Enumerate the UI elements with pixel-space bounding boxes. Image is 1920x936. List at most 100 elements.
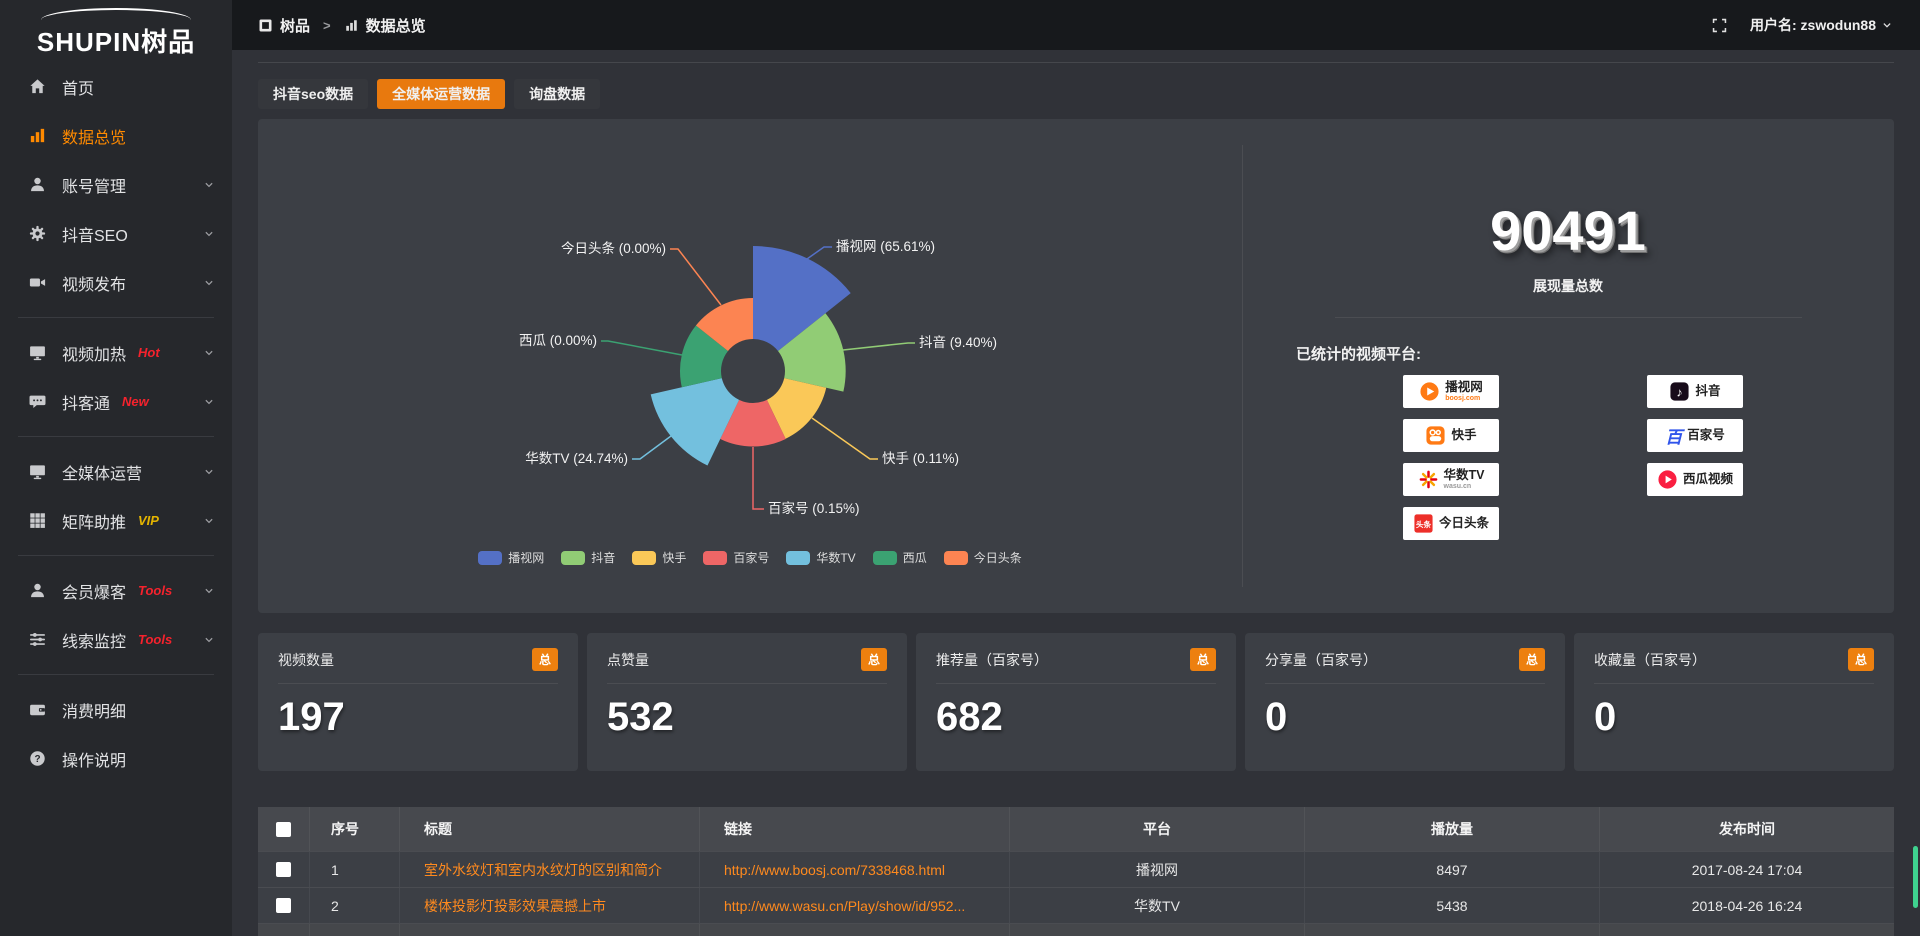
cell-title[interactable]: 楼体投影灯投影效果震撼上市 xyxy=(400,888,700,923)
pie-label-百家号: 百家号 (0.15%) xyxy=(768,500,860,516)
sidebar-item-数据总览[interactable]: 数据总览 xyxy=(0,111,232,160)
platform-share-pie-chart[interactable]: 播视网 (65.61%) 抖音 (9.40%) 快手 (0.11%) 百家号 (0.1… xyxy=(258,119,1242,613)
topbar-right: 用户名: zswodun88 xyxy=(1711,15,1894,35)
app-square-icon xyxy=(259,19,272,31)
sidebar-item-视频加热[interactable]: 视频加热 Hot xyxy=(0,328,232,377)
sidebar-item-消费明细[interactable]: 消费明细 xyxy=(0,685,232,734)
cell-link[interactable]: http://www.boosj.com/7338468.html xyxy=(700,852,1010,887)
total-badge[interactable]: 总 xyxy=(1847,648,1874,671)
table-row: 2 楼体投影灯投影效果震撼上市 http://www.wasu.cn/Play/… xyxy=(258,887,1894,923)
kuaishou-logo xyxy=(1426,426,1446,445)
logo-arc-decoration xyxy=(41,8,191,20)
cell-title[interactable]: 室外水纹灯和室内水纹灯的区别和简介 xyxy=(400,852,700,887)
cell-platform: 播视网 xyxy=(1010,852,1305,887)
video-upload-icon xyxy=(29,278,46,287)
platform-name: 今日头条 xyxy=(1438,515,1489,530)
row-checkbox[interactable] xyxy=(276,862,291,877)
pie-label-今日头条: 今日头条 (0.00%) xyxy=(561,240,666,256)
breadcrumb-root[interactable]: 树品 xyxy=(280,17,311,35)
stat-card-value: 0 xyxy=(1594,695,1617,739)
sidebar-item-抖客通[interactable]: 抖客通 New xyxy=(0,377,232,426)
cell-plays: 8497 xyxy=(1305,852,1600,887)
platform-badge-播视网: 播视网 boosj.com xyxy=(1403,375,1499,408)
pie-slice-百家号[interactable] xyxy=(720,399,786,447)
sidebar-item-操作说明[interactable]: ? 操作说明 xyxy=(0,734,232,783)
select-all-checkbox[interactable] xyxy=(276,821,291,837)
sidebar-item-全媒体运营[interactable]: 全媒体运营 xyxy=(0,447,232,496)
header-index: 序号 xyxy=(310,807,400,851)
total-badge[interactable]: 总 xyxy=(531,648,558,671)
sidebar-item-label: 全媒体运营 xyxy=(62,465,143,483)
pie-slice-华数TV[interactable] xyxy=(650,378,740,466)
legend-item-华数TV[interactable]: 华数TV xyxy=(786,549,856,566)
sidebar-item-抖音SEO[interactable]: 抖音SEO xyxy=(0,209,232,258)
scrollbar-thumb[interactable] xyxy=(1913,846,1918,908)
user-menu[interactable]: 用户名: zswodun88 xyxy=(1750,15,1894,35)
header-title: 标题 xyxy=(400,807,700,851)
pie-slice-今日头条[interactable] xyxy=(695,298,753,352)
bar-chart-icon xyxy=(345,19,357,31)
cell-platform: 华数TV xyxy=(1010,888,1305,923)
legend-item-百家号[interactable]: 百家号 xyxy=(703,549,769,566)
sidebar: SHUPIN树品 首页数据总览账号管理 抖音SEO 视频发布视频加热 Hot 抖客通 Ne… xyxy=(0,0,232,936)
stat-card-收藏量（百家号）: 收藏量（百家号） 总 0 xyxy=(1574,633,1894,771)
sidebar-item-线索监控[interactable]: 线索监控 Tools xyxy=(0,615,232,664)
pie-slice-抖音[interactable] xyxy=(778,313,846,392)
platform-name: 西瓜视频 xyxy=(1682,471,1733,486)
total-badge[interactable]: 总 xyxy=(1518,648,1545,671)
pie-slice-西瓜[interactable] xyxy=(680,325,728,388)
breadcrumb: 树品 > 数据总览 xyxy=(258,15,426,36)
stat-card-title: 视频数量 xyxy=(278,651,334,668)
legend-item-抖音[interactable]: 抖音 xyxy=(561,549,615,566)
panel-divider xyxy=(1242,145,1243,587)
wasu-logo xyxy=(1419,470,1437,489)
row-checkbox[interactable] xyxy=(276,898,291,913)
sidebar-item-label: 数据总览 xyxy=(62,129,127,147)
fullscreen-icon[interactable] xyxy=(1711,17,1728,34)
total-badge[interactable]: 总 xyxy=(860,648,887,671)
monitor-icon xyxy=(30,346,45,361)
stat-card-divider xyxy=(936,683,1216,684)
cell-link[interactable]: http://www.wasu.cn/Play/show/id/952... xyxy=(700,888,1010,923)
sidebar-item-账号管理[interactable]: 账号管理 xyxy=(0,160,232,209)
summary-divider xyxy=(1334,317,1802,318)
sidebar-menu: 首页数据总览账号管理 抖音SEO 视频发布视频加热 Hot 抖客通 New 全媒体运营矩阵助… xyxy=(0,62,232,783)
tab-询盘数据[interactable]: 询盘数据 xyxy=(514,79,601,109)
user-name: 用户名: zswodun88 xyxy=(1749,17,1876,33)
content: 抖音seo数据 全媒体运营数据 询盘数据 播视网 (65.61%) 抖音 (9.40%… xyxy=(232,62,1920,936)
legend-label: 抖音 xyxy=(591,551,616,565)
platform-badge-抖音: ♪ 抖音 xyxy=(1647,375,1743,408)
sidebar-item-首页[interactable]: 首页 xyxy=(0,62,232,111)
logo-text: SHUPIN树品 xyxy=(36,27,196,57)
pie-slice-播视网[interactable] xyxy=(753,246,851,352)
cell-plays: 5438 xyxy=(1305,888,1600,923)
platform-name: 百家号 xyxy=(1687,427,1725,442)
platform-badge-华数TV: 华数TV wasu.cn xyxy=(1403,463,1499,496)
chevron-down-icon xyxy=(205,399,213,404)
stat-card-视频数量: 视频数量 总 197 xyxy=(258,633,578,771)
topbar: 树品 > 数据总览 用户名: zswodun88 xyxy=(232,0,1920,50)
sidebar-item-矩阵助推[interactable]: 矩阵助推 VIP xyxy=(0,496,232,545)
stat-card-header: 推荐量（百家号） 总 xyxy=(936,648,1216,671)
total-badge[interactable]: 总 xyxy=(1189,648,1216,671)
tab-全媒体运营数据[interactable]: 全媒体运营数据 xyxy=(377,79,506,109)
tab-bar: 抖音seo数据 全媒体运营数据 询盘数据 xyxy=(258,79,1894,109)
header-published: 发布时间 xyxy=(1719,821,1775,837)
legend-item-今日头条[interactable]: 今日头条 xyxy=(943,549,1022,566)
pie-slice-快手[interactable] xyxy=(766,378,827,439)
header-checkbox-cell xyxy=(258,807,310,851)
tab-抖音seo数据[interactable]: 抖音seo数据 xyxy=(258,79,369,109)
question-icon: ? xyxy=(30,751,45,766)
sidebar-item-badge: New xyxy=(122,394,149,409)
chevron-down-icon xyxy=(205,231,213,236)
platform-badge-百家号: 百百家号 xyxy=(1647,419,1743,452)
sidebar-item-视频发布[interactable]: 视频发布 xyxy=(0,258,232,307)
legend-item-快手[interactable]: 快手 xyxy=(632,549,686,566)
sidebar-item-会员爆客[interactable]: 会员爆客 Tools xyxy=(0,566,232,615)
platform-badge-西瓜视频: 西瓜视频 xyxy=(1647,463,1743,496)
member-icon xyxy=(31,583,44,598)
legend-item-西瓜[interactable]: 西瓜 xyxy=(872,549,927,566)
legend-item-播视网[interactable]: 播视网 xyxy=(478,549,544,566)
legend-swatch xyxy=(478,550,503,565)
stat-card-divider xyxy=(1265,683,1545,684)
